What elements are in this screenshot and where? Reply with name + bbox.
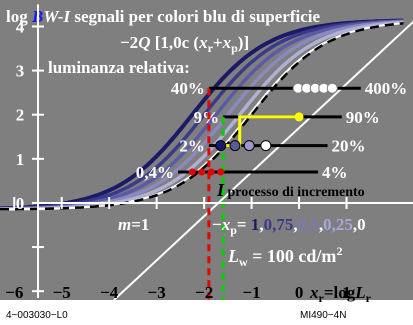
level-point-4 <box>260 140 272 152</box>
level-label-right-3: 20% <box>332 137 366 156</box>
y-tick-label-1: 0 <box>16 194 25 213</box>
x-tick-label-2: −5 <box>53 283 71 302</box>
x-tick-label-3: −4 <box>100 283 119 302</box>
level-point-3 <box>243 140 255 152</box>
x-tick-label-5: −2 <box>195 283 213 302</box>
x-axis-label: xr=logLr <box>309 283 372 305</box>
y-tick-label-5: 4 <box>16 17 25 36</box>
xp-label: −xp= 1,0,75,0,5,0,25,0 <box>212 215 366 237</box>
subtitle: luminanza relativa: <box>48 58 190 77</box>
level-label-right-4: 4% <box>322 163 348 182</box>
level-label-left-4: 0,4% <box>136 163 174 182</box>
y-tick-label-2: 1 <box>16 150 25 169</box>
chart-marks: 40% 400% 9% 90% 2% 20% 0,4% 4% <box>0 18 413 301</box>
xp-value-1: 1 <box>251 215 260 234</box>
xp-value-8: ,0 <box>353 215 366 234</box>
red-point-3 <box>207 168 215 176</box>
chart-title: log BW-I segnali per colori blu di super… <box>6 7 321 26</box>
level-label-left-3: 2% <box>179 137 205 156</box>
y-tick-label-4: 3 <box>16 62 25 81</box>
formula-label: −2Q [1,0c (xr+xp)] <box>120 33 249 55</box>
xp-value-3: 0,75 <box>264 215 294 234</box>
level-label-right-1: 400% <box>365 79 408 98</box>
white-point-5 <box>326 82 338 94</box>
increment-path <box>218 115 300 148</box>
x-tick-label-6: −1 <box>243 283 261 302</box>
xp-value-5: 0,5 <box>298 215 319 234</box>
linear-line <box>113 20 413 301</box>
level-label-right-2: 90% <box>346 108 380 127</box>
level-point-2 <box>229 140 241 152</box>
yellow-point <box>294 112 304 122</box>
y-tick-label-3: 2 <box>16 106 25 125</box>
footer-right: MI490−4N <box>300 310 346 321</box>
red-point-1 <box>188 168 196 176</box>
red-point-2 <box>198 168 206 176</box>
xp-value-2: , <box>259 215 263 234</box>
x-tick-label-1: −6 <box>5 283 23 302</box>
xp-value-4: , <box>293 215 297 234</box>
footer-left: 4−003030−L0 <box>6 310 68 321</box>
xp-value-7: 0,25 <box>323 215 353 234</box>
x-tick-label-4: −3 <box>148 283 166 302</box>
increment-label: I processo di incremento <box>216 180 365 200</box>
x-tick-label-7: 0 <box>295 283 304 302</box>
x-tick-label-8: 1 <box>342 283 351 302</box>
lw-label: Lw = 100 cd/m2 <box>227 244 342 269</box>
m-label: m=1 <box>118 215 149 234</box>
level-label-left-1: 40% <box>171 79 205 98</box>
red-point-4 <box>217 168 225 176</box>
chart-axes: −6 −5 −4 −3 −2 −1 0 1 0 1 2 3 4 <box>5 4 413 302</box>
level-point-1 <box>215 140 227 152</box>
level-label-left-2: 9% <box>194 108 220 127</box>
plot-background <box>0 0 413 300</box>
xp-value-6: , <box>319 215 323 234</box>
